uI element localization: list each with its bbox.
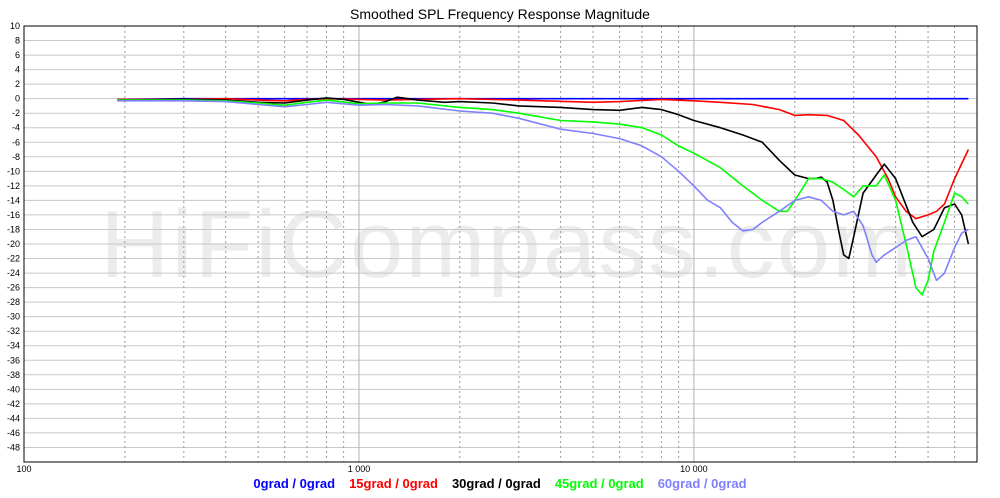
y-tick-label: -40	[7, 384, 20, 394]
legend: 0grad / 0grad 15grad / 0grad 30grad / 0gra…	[0, 476, 1000, 491]
x-tick-label: 1 000	[348, 464, 371, 474]
y-tick-label: -42	[7, 399, 20, 409]
y-tick-label: -32	[7, 326, 20, 336]
y-tick-label: 4	[15, 65, 20, 75]
y-tick-label: -6	[12, 137, 20, 147]
y-tick-label: 0	[15, 94, 20, 104]
y-tick-label: -10	[7, 166, 20, 176]
y-tick-label: -28	[7, 297, 20, 307]
series-line-4	[117, 100, 969, 282]
series-line-2	[117, 96, 970, 260]
legend-entry-3: 45grad / 0grad	[554, 476, 644, 491]
plot-frame	[23, 25, 978, 463]
y-tick-label: -12	[7, 181, 20, 191]
y-tick-label: -2	[12, 108, 20, 118]
y-tick-label: 8	[15, 36, 20, 46]
y-tick-label: -34	[7, 341, 20, 351]
y-tick-label: -8	[12, 152, 20, 162]
y-tick-label: -30	[7, 312, 20, 322]
y-tick-label: 2	[15, 79, 20, 89]
y-tick-label: -48	[7, 442, 20, 452]
legend-entry-0: 0grad / 0grad	[253, 476, 336, 491]
y-tick-label: -46	[7, 428, 20, 438]
chart-title: Smoothed SPL Frequency Response Magnitud…	[350, 6, 650, 22]
y-tick-label: 10	[10, 21, 20, 31]
legend-entry-4: 60grad / 0grad	[657, 476, 747, 491]
y-tick-label: -26	[7, 283, 20, 293]
y-tick-label: -4	[12, 123, 20, 133]
legend-entry-1: 15grad / 0grad	[349, 476, 438, 491]
legend-entry-2: 30grad / 0grad	[451, 476, 541, 491]
x-tick-label: 100	[16, 464, 31, 474]
y-tick-label: -16	[7, 210, 20, 220]
y-tick-label: -36	[7, 355, 20, 365]
x-tick-label: 10 000	[680, 464, 708, 474]
y-tick-label: -44	[7, 413, 20, 423]
y-tick-label: -24	[7, 268, 20, 278]
y-tick-label: 6	[15, 50, 20, 60]
y-tick-label: -38	[7, 370, 20, 380]
y-tick-label: -22	[7, 254, 20, 264]
series-line-3	[117, 99, 969, 296]
y-tick-label: -14	[7, 195, 20, 205]
y-tick-label: -20	[7, 239, 20, 249]
y-tick-label: -18	[7, 224, 20, 234]
